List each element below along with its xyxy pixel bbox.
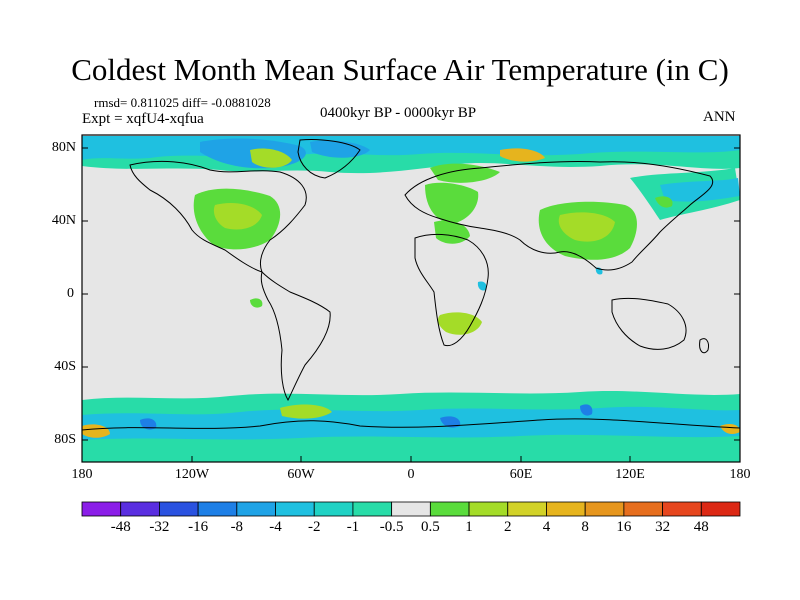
map-plot-area	[82, 135, 740, 462]
colorbar-label: -48	[110, 519, 131, 535]
colorbar-swatch	[662, 501, 702, 517]
colorbar-label: -0.5	[379, 519, 404, 535]
lon-label: 60E	[509, 467, 533, 482]
period-label: 0400kyr BP - 0000kyr BP	[320, 105, 477, 121]
colorbar-label: -4	[269, 519, 282, 535]
colorbar-swatch	[546, 501, 586, 517]
colorbar-swatch	[236, 501, 276, 517]
lat-label: 80S	[54, 432, 76, 447]
colorbar-swatch	[275, 501, 315, 517]
experiment-label: Expt = xqfU4-xqfua	[82, 111, 204, 127]
colorbar-label: 32	[655, 519, 671, 535]
colorbar-swatch	[81, 501, 122, 517]
colorbar-swatch	[313, 501, 354, 517]
colorbar-label: 1	[465, 519, 473, 535]
colorbar-label: 8	[581, 519, 589, 535]
antarctic-anomaly-band	[82, 391, 740, 462]
lat-label: 40S	[54, 359, 76, 374]
lon-label: 180	[71, 467, 93, 482]
eurasia-anomaly	[425, 182, 673, 260]
colorbar-label: -2	[307, 519, 321, 535]
colorbar-label: -32	[149, 519, 170, 535]
lon-label: 60W	[287, 467, 315, 482]
lat-label: 80N	[51, 140, 76, 155]
colorbar-swatch	[507, 501, 547, 517]
arctic-anomaly-band	[82, 136, 740, 220]
north-america-anomaly	[193, 188, 281, 308]
colorbar-swatch	[159, 501, 199, 517]
lat-label: 40N	[51, 213, 76, 228]
colorbar-label: 48	[693, 519, 709, 535]
lat-label: 0	[67, 286, 74, 301]
colorbar-swatch	[429, 501, 470, 517]
colorbar-swatch	[700, 501, 741, 517]
colorbar-label: -1	[346, 519, 360, 535]
colorbar-swatch	[197, 501, 238, 517]
lon-label: 120W	[174, 467, 210, 482]
lon-label: 120E	[615, 467, 645, 482]
colorbar-swatch	[120, 501, 160, 517]
colorbar-swatch	[352, 501, 393, 517]
lon-label: 180	[729, 467, 751, 482]
colorbar-label: 0.5	[420, 519, 440, 535]
colorbar-label: 2	[504, 519, 512, 535]
colorbar-swatch	[623, 501, 663, 517]
axis-ticks	[81, 147, 741, 462]
season-label: ANN	[703, 109, 736, 125]
stats-label: rmsd= 0.811025 diff= -0.0881028	[94, 95, 271, 110]
colorbar-label: 16	[616, 519, 632, 535]
figure-title: Coldest Month Mean Surface Air Temperatu…	[71, 52, 729, 87]
colorbar-swatch	[391, 501, 431, 517]
coastlines	[82, 139, 740, 431]
colorbar-swatch	[584, 501, 625, 517]
colorbar-label: 4	[542, 519, 551, 535]
colorbar-label: -16	[188, 519, 209, 535]
colorbar-label: -8	[230, 519, 244, 535]
colorbar-swatch	[468, 501, 509, 517]
lon-label: 0	[407, 467, 415, 482]
